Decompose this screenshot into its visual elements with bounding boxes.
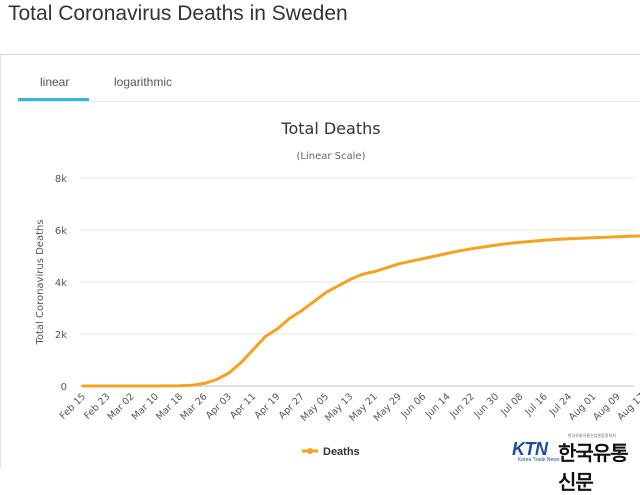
grid-lines (80, 177, 634, 387)
data-point (519, 241, 522, 243)
x-tick-label: Jun 30 (472, 391, 502, 421)
x-tick-label: Mar 26 (178, 391, 209, 422)
data-point (458, 250, 461, 252)
x-tick-label: Jul 16 (523, 391, 550, 418)
data-point (386, 266, 388, 269)
x-tick-label: Apr 11 (228, 391, 258, 421)
data-point (543, 239, 546, 241)
tab-divider (18, 101, 640, 102)
data-point (203, 382, 206, 385)
data-point (629, 235, 631, 237)
ktn-logo: KTN Korea Trade News 한국유통유통산업종합정보지 한국유통신… (508, 433, 638, 494)
data-point (300, 309, 303, 312)
data-point (422, 257, 425, 260)
data-point (191, 384, 194, 387)
data-point (446, 252, 449, 255)
data-point (580, 237, 582, 240)
logo-korean-text: 한국유통신문 (558, 441, 629, 494)
chart-title: Total Deaths (280, 119, 380, 138)
y-tick-label: 4k (55, 278, 67, 289)
data-point (313, 300, 315, 303)
data-point (240, 361, 242, 364)
page-title: Total Coronavirus Deaths in Sweden (8, 2, 348, 25)
data-point (264, 335, 267, 338)
data-point (82, 385, 84, 387)
data-point (361, 273, 364, 276)
data-point (410, 260, 412, 263)
data-point (288, 317, 291, 320)
data-point (507, 242, 510, 245)
data-point (604, 236, 607, 239)
chart-panel (0, 54, 640, 468)
active-tab-indicator (18, 98, 89, 101)
data-point (373, 270, 376, 273)
x-tick-label: Jun 06 (399, 391, 429, 421)
y-tick-labels: 0 2k 4k 6k 8k (55, 174, 67, 393)
data-point (483, 246, 485, 248)
y-tick-label: 6k (55, 226, 67, 237)
series-layer (81, 234, 640, 388)
x-tick-label: Jul 08 (498, 391, 525, 418)
series-line-deaths (81, 234, 640, 388)
legend-marker-deaths (307, 448, 313, 454)
y-tick-label: 8k (55, 174, 67, 185)
data-point (155, 385, 157, 387)
data-point (556, 238, 558, 241)
data-point (276, 328, 279, 330)
data-point (471, 247, 473, 250)
data-point (568, 238, 570, 240)
y-tick-label: 2k (55, 330, 67, 341)
data-point (434, 255, 437, 257)
logo-brand-text: KTN (512, 439, 548, 459)
data-point (531, 240, 534, 242)
logo-tagline: Korea Trade News (518, 457, 560, 463)
x-tick-label: Jun 14 (423, 391, 453, 421)
scale-tabs: linear logarithmic (18, 55, 218, 101)
x-tick-label: Feb 15 (58, 391, 88, 421)
x-tick-label: Apr 03 (204, 391, 234, 421)
data-point (495, 244, 497, 246)
chart-subtitle: (Linear Scale) (297, 151, 366, 162)
x-tick-label: Jun 22 (447, 391, 477, 421)
data-point (215, 378, 218, 381)
data-point (179, 384, 181, 387)
y-tick-label: 0 (61, 382, 67, 393)
legend-label-deaths: Deaths (323, 446, 360, 458)
legend[interactable]: Deaths (302, 446, 360, 458)
data-point (592, 237, 595, 239)
data-point (337, 285, 339, 287)
logo-small-text: 한국유통유통산업종합정보지 (568, 433, 616, 438)
x-tick-label: Apr 19 (252, 391, 282, 421)
data-point (349, 278, 352, 281)
y-axis-label: Total Coronavirus Deaths (35, 219, 46, 345)
data-point (130, 385, 133, 387)
deaths-chart: Total Deaths (Linear Scale) Total Corona… (35, 119, 640, 458)
data-point (616, 236, 619, 238)
data-point (398, 263, 400, 265)
data-point (325, 291, 327, 294)
data-point (106, 385, 109, 387)
tab-logarithmic[interactable]: logarithmic (114, 75, 173, 89)
data-point (252, 348, 254, 351)
tab-linear[interactable]: linear (40, 75, 70, 89)
data-point (228, 372, 230, 374)
